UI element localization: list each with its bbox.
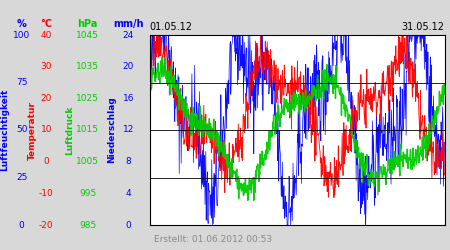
Text: hPa: hPa [77, 19, 98, 29]
Text: Luftdruck: Luftdruck [65, 105, 74, 155]
Text: 0: 0 [19, 220, 24, 230]
Text: 1015: 1015 [76, 126, 99, 134]
Text: 31.05.12: 31.05.12 [401, 22, 445, 32]
Text: 75: 75 [16, 78, 27, 87]
Text: Luftfeuchtigkeit: Luftfeuchtigkeit [0, 89, 9, 171]
Text: 25: 25 [16, 173, 27, 182]
Text: 20: 20 [40, 94, 52, 103]
Text: Temperatur: Temperatur [28, 100, 37, 160]
Text: 20: 20 [122, 62, 134, 71]
Text: 4: 4 [126, 189, 131, 198]
Text: 24: 24 [122, 30, 134, 40]
Text: 30: 30 [40, 62, 52, 71]
Text: 1025: 1025 [76, 94, 99, 103]
Text: 40: 40 [40, 30, 52, 40]
Text: %: % [17, 19, 27, 29]
Text: 1045: 1045 [76, 30, 99, 40]
Text: 50: 50 [16, 126, 27, 134]
Text: 1035: 1035 [76, 62, 99, 71]
Text: 1005: 1005 [76, 157, 99, 166]
Text: 8: 8 [126, 157, 131, 166]
Text: 0: 0 [126, 220, 131, 230]
Text: 01.05.12: 01.05.12 [150, 22, 193, 32]
Text: -20: -20 [39, 220, 54, 230]
Text: Niederschlag: Niederschlag [107, 96, 116, 164]
Text: 100: 100 [13, 30, 30, 40]
Text: 985: 985 [79, 220, 96, 230]
Text: 16: 16 [122, 94, 134, 103]
Text: Erstellt: 01.06.2012 00:53: Erstellt: 01.06.2012 00:53 [154, 235, 273, 244]
Text: °C: °C [40, 19, 52, 29]
Text: 12: 12 [122, 126, 134, 134]
Text: 10: 10 [40, 126, 52, 134]
Text: 995: 995 [79, 189, 96, 198]
Text: mm/h: mm/h [113, 19, 144, 29]
Text: -10: -10 [39, 189, 54, 198]
Text: 0: 0 [44, 157, 49, 166]
